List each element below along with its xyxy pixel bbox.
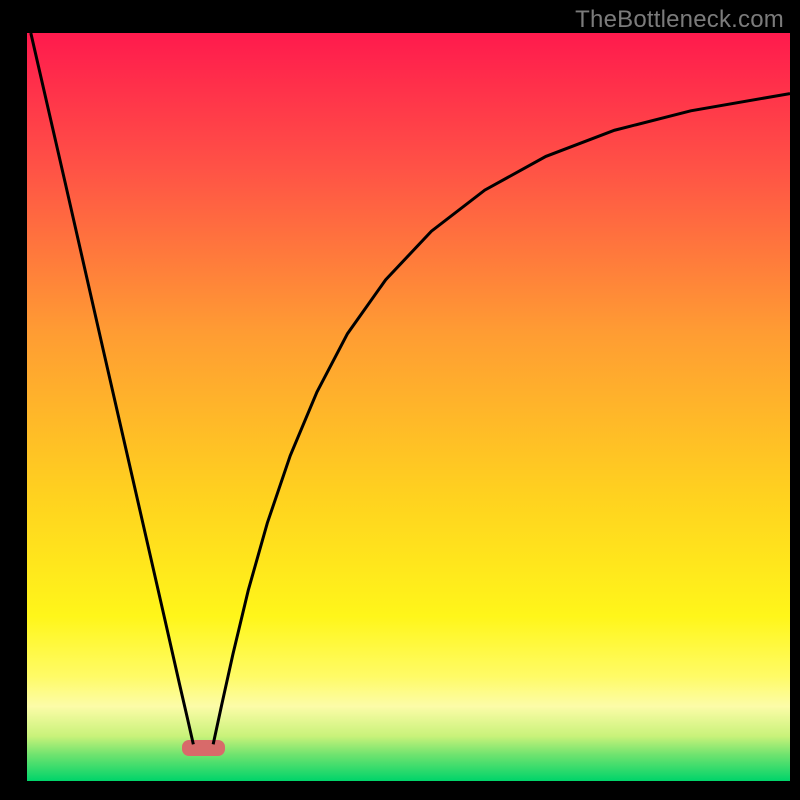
watermark-text: TheBottleneck.com [575,6,784,34]
right-branch-path [213,94,790,745]
curve-layer [27,33,790,781]
chart-frame: TheBottleneck.com [0,0,800,800]
plot-area [27,33,790,781]
left-branch-path [31,33,194,744]
